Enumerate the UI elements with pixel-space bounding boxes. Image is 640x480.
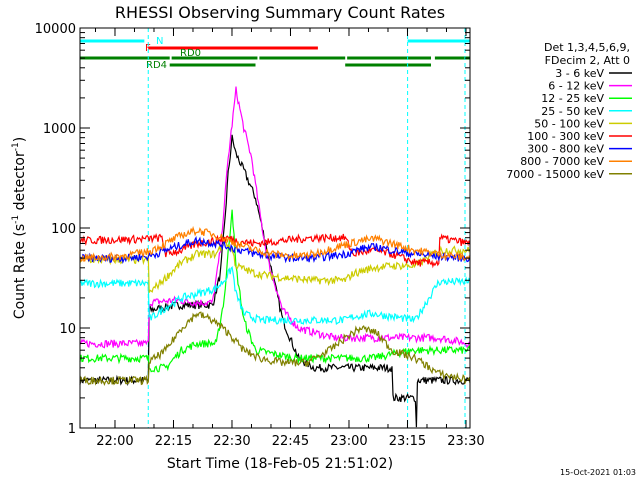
series-line-4 [79,236,471,293]
footer-date: 15-Oct-2021 01:03 [560,468,636,477]
status-label-rd4: RD4 [146,60,167,71]
y-axis-ticks: 1 10 100 1000 10000 [35,22,470,437]
status-label-f: F [145,43,151,54]
y-axis-label-sup1: -1 [11,215,21,224]
series-line-8 [79,311,471,387]
series-line-7 [79,225,471,263]
x-tick-label-1: 22:15 [155,434,192,449]
legend-label-6: 300 - 800 keV [527,143,604,156]
y-tick-label-3: 1000 [43,122,76,137]
legend-label-2: 12 - 25 keV [541,92,604,105]
series-line-6 [79,235,471,265]
x-tick-label-3: 22:45 [272,434,309,449]
legend: Det 1,3,4,5,6,9, FDecim 2, Att 0 3 - 6 k… [506,41,632,181]
x-tick-label-4: 23:00 [330,434,367,449]
legend-label-0: 3 - 6 keV [555,67,604,80]
x-axis-ticks: 22:00 22:15 22:30 22:45 23:00 23:15 23:30 [94,28,485,449]
y-tick-label-0: 1 [68,422,76,437]
y-axis-label-sup2: -1 [11,142,21,151]
series-line-1 [79,86,471,349]
legend-label-3: 25 - 50 keV [541,105,604,118]
legend-label-8: 7000 - 15000 keV [506,168,604,181]
y-axis-label-main: Count Rate (s [12,224,28,319]
y-axis-label-end: ) [12,137,28,142]
x-tick-label-2: 22:30 [213,434,250,449]
legend-label-1: 6 - 12 keV [548,80,604,93]
series-line-5 [79,232,471,269]
series-line-3 [79,265,471,325]
legend-label-4: 50 - 100 keV [534,117,604,130]
y-tick-label-1: 10 [59,322,76,337]
y-axis-label-mid: detector [12,151,28,215]
series-lines [79,86,471,428]
legend-label-5: 100 - 300 keV [527,130,604,143]
night-boundaries [147,28,466,428]
x-axis-label: Start Time (18-Feb-05 21:51:02) [167,456,393,472]
status-label-rd0: RD0 [180,48,201,59]
y-tick-label-4: 10000 [35,22,76,37]
legend-label-7: 800 - 7000 keV [520,155,604,168]
status-label-n: N [156,36,163,47]
y-axis-label: Count Rate (s-1 detector-1) [11,137,28,319]
y-tick-label-2: 100 [51,222,76,237]
x-tick-label-6: 23:30 [447,434,484,449]
legend-header-1: Det 1,3,4,5,6,9, [544,41,630,54]
x-tick-label-5: 23:15 [389,434,426,449]
x-tick-label-0: 22:00 [96,434,133,449]
series-line-2 [79,209,471,373]
chart-title: RHESSI Observing Summary Count Rates [115,3,445,22]
legend-header-2: FDecim 2, Att 0 [545,54,630,67]
status-bars: NF RD0 RD4 [80,36,470,71]
plot-frame [79,27,471,429]
